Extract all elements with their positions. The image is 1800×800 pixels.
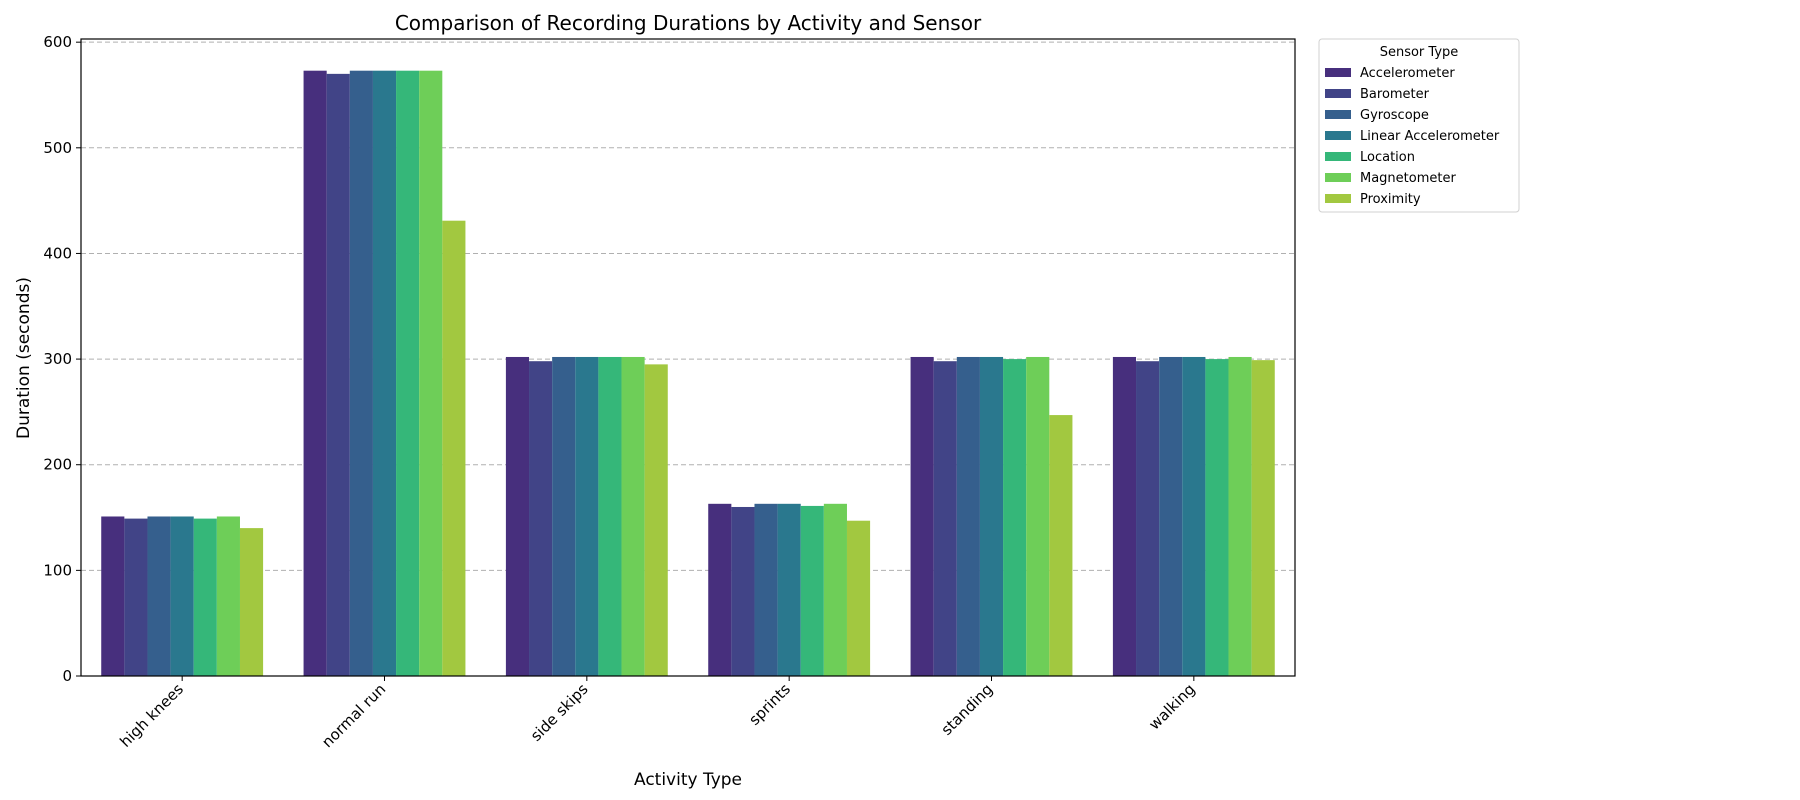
legend-swatch	[1325, 110, 1351, 119]
legend-label: Linear Accelerometer	[1360, 129, 1500, 144]
bar-linear-accelerometer	[170, 516, 194, 676]
legend-label: Magnetometer	[1360, 171, 1456, 186]
bar-magnetometer	[419, 70, 443, 677]
legend-swatch	[1325, 194, 1351, 203]
bar-gyroscope	[1159, 356, 1183, 676]
bar-accelerometer	[910, 356, 934, 676]
y-tick-label: 400	[43, 244, 72, 262]
y-tick-label: 500	[43, 139, 72, 157]
legend-swatch	[1325, 131, 1351, 140]
bar-barometer	[326, 73, 350, 676]
bar-barometer	[933, 361, 957, 676]
bar-proximity	[239, 528, 264, 676]
legend-frame	[1318, 38, 1520, 213]
bar-barometer	[1136, 361, 1160, 676]
bar-proximity	[644, 364, 668, 676]
bar-location	[598, 356, 622, 676]
bar-location	[193, 518, 217, 676]
x-tick-label: walking	[1145, 680, 1198, 733]
bar-location	[800, 505, 824, 676]
legend-swatch	[1325, 89, 1351, 98]
y-tick-label: 300	[43, 350, 72, 368]
legend-swatch	[1325, 68, 1351, 77]
bar-linear-accelerometer	[372, 70, 397, 677]
bar-magnetometer	[621, 356, 645, 676]
bar-accelerometer	[708, 503, 732, 676]
bars	[101, 70, 1275, 677]
x-axis: high knees normal run side skips sprints sta…	[116, 676, 1199, 751]
bar-accelerometer	[1112, 356, 1137, 676]
y-tick-label: 600	[43, 33, 72, 51]
x-tick-label: sprints	[745, 680, 794, 729]
bar-barometer	[529, 361, 553, 676]
x-tick-label: normal run	[318, 680, 389, 751]
bar-proximity	[846, 520, 871, 676]
bar-gyroscope	[147, 516, 171, 676]
bar-location	[1205, 359, 1229, 676]
x-tick-label: high knees	[116, 680, 187, 751]
bar-linear-accelerometer	[1182, 356, 1206, 676]
x-axis-label: Activity Type	[634, 770, 742, 790]
legend-title: Sensor Type	[1380, 45, 1459, 60]
legend-label: Gyroscope	[1360, 108, 1429, 123]
bar-magnetometer	[1026, 356, 1050, 676]
grid-lines	[81, 41, 1295, 571]
bar-barometer	[124, 518, 148, 676]
legend-label: Location	[1360, 150, 1415, 165]
bar-gyroscope	[956, 356, 980, 676]
y-axis: 0 100 200 300 400 500 600	[43, 33, 81, 685]
bar-gyroscope	[754, 503, 778, 676]
bar-magnetometer	[823, 503, 847, 676]
legend-label: Proximity	[1360, 192, 1421, 207]
x-tick-label: standing	[938, 680, 997, 739]
y-tick-label: 100	[43, 561, 72, 579]
y-tick-label: 0	[62, 667, 72, 685]
bar-gyroscope	[552, 356, 576, 676]
bar-proximity	[1251, 360, 1275, 676]
bar-location	[396, 70, 420, 677]
bar-linear-accelerometer	[777, 503, 801, 676]
plot-frame	[80, 38, 1296, 677]
legend: Sensor Type Accelerometer Barometer Gyrosc…	[1318, 38, 1520, 213]
bar-proximity	[1049, 415, 1073, 676]
legend-label: Barometer	[1360, 87, 1430, 102]
y-axis-label: Duration (seconds)	[14, 277, 34, 439]
legend-label: Accelerometer	[1360, 66, 1455, 81]
bar-accelerometer	[303, 70, 327, 677]
bar-magnetometer	[216, 516, 240, 676]
bar-magnetometer	[1228, 356, 1252, 676]
x-tick-label: side skips	[527, 680, 592, 745]
bar-barometer	[731, 506, 755, 676]
bar-accelerometer	[101, 516, 125, 676]
legend-swatch	[1325, 173, 1351, 182]
bar-linear-accelerometer	[575, 356, 599, 676]
bar-proximity	[442, 220, 466, 676]
legend-swatch	[1325, 152, 1351, 161]
bar-location	[1003, 359, 1027, 676]
bar-linear-accelerometer	[979, 356, 1004, 676]
y-tick-label: 200	[43, 456, 72, 474]
bar-gyroscope	[349, 70, 373, 677]
chart-title: Comparison of Recording Durations by Act…	[395, 11, 982, 35]
bar-accelerometer	[505, 356, 530, 676]
